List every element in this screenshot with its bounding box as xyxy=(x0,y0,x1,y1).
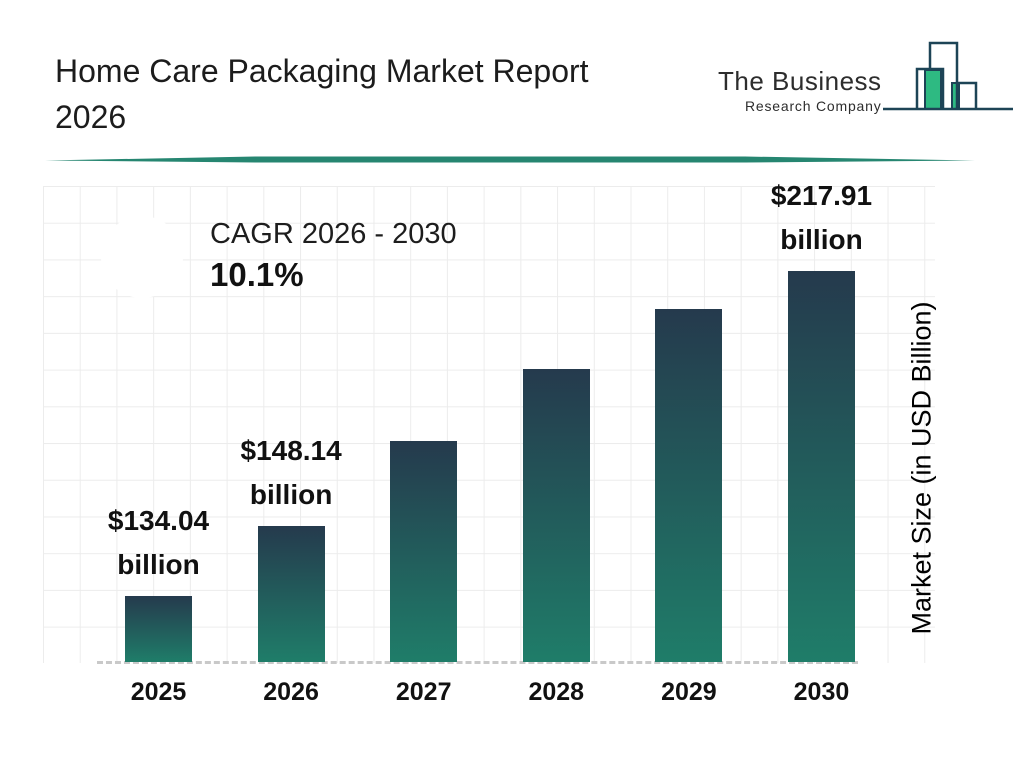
bar-value-amount: $148.14 xyxy=(240,435,342,466)
bar-value-label-2025: $134.04 billion xyxy=(108,499,209,587)
bar-value-amount: $134.04 xyxy=(107,505,210,536)
bar-column-2028: 2028 xyxy=(522,369,590,706)
cagr-text: CAGR 2026 - 2030 10.1% xyxy=(210,218,457,305)
cagr-value: 10.1% xyxy=(210,256,304,293)
logo-name: The Business xyxy=(718,66,882,96)
x-tick-2026: 2026 xyxy=(263,678,319,706)
cagr-label: CAGR 2026 - 2030 xyxy=(210,218,457,250)
bar-column-2025: $134.04 billion 2025 xyxy=(108,505,209,706)
bar-2025 xyxy=(125,596,192,662)
bars-row: $134.04 billion 2025 $148.14 billion 2026 2027… xyxy=(108,180,872,706)
bar-2026 xyxy=(257,526,325,662)
company-logo-text: The Business Research Company xyxy=(718,66,882,114)
page-title: Home Care Packaging Market Report 2026 xyxy=(55,48,705,140)
x-tick-2025: 2025 xyxy=(130,678,187,706)
bar-value-label-2026: $148.14 billion xyxy=(240,429,341,517)
y-axis-label: Market Size (in USD Billion) xyxy=(906,301,937,635)
trending-up-icon xyxy=(122,245,162,269)
bar-column-2026: $148.14 billion 2026 xyxy=(240,435,341,706)
bar-2027 xyxy=(390,441,458,662)
page-title-line1: Home Care Packaging Market Report xyxy=(55,53,589,89)
bar-column-2029: 2029 xyxy=(655,309,723,706)
logo-subname: Research Company xyxy=(745,98,882,114)
divider-shape xyxy=(45,156,975,163)
bar-2028 xyxy=(522,369,590,662)
bar-column-2030: $217.91 billion 2030 xyxy=(771,180,872,706)
x-axis-baseline xyxy=(97,661,858,664)
bar-value-unit: billion xyxy=(780,224,863,255)
cagr-badge-ring xyxy=(94,209,190,305)
chart-grid xyxy=(43,186,935,663)
bar-column-2027: 2027 xyxy=(390,441,458,706)
bar-value-amount: $217.91 xyxy=(770,180,873,211)
company-logo: The Business Research Company xyxy=(718,38,1015,116)
cagr-badge-circle xyxy=(105,220,179,294)
x-tick-2029: 2029 xyxy=(661,678,717,706)
bar-2029 xyxy=(655,309,723,662)
title-divider xyxy=(45,156,975,163)
x-tick-2027: 2027 xyxy=(395,678,452,706)
bar-value-unit: billion xyxy=(117,549,200,580)
page-title-line2: 2026 xyxy=(55,99,127,135)
x-tick-2030: 2030 xyxy=(793,678,850,706)
bar-value-unit: billion xyxy=(249,479,333,510)
x-tick-2028: 2028 xyxy=(528,678,585,706)
cagr-badge: CAGR 2026 - 2030 10.1% xyxy=(94,209,457,305)
bar-chart-skyline-icon xyxy=(882,41,1013,111)
bar-value-label-2030: $217.91 billion xyxy=(771,174,872,262)
bar-2030 xyxy=(787,271,855,662)
